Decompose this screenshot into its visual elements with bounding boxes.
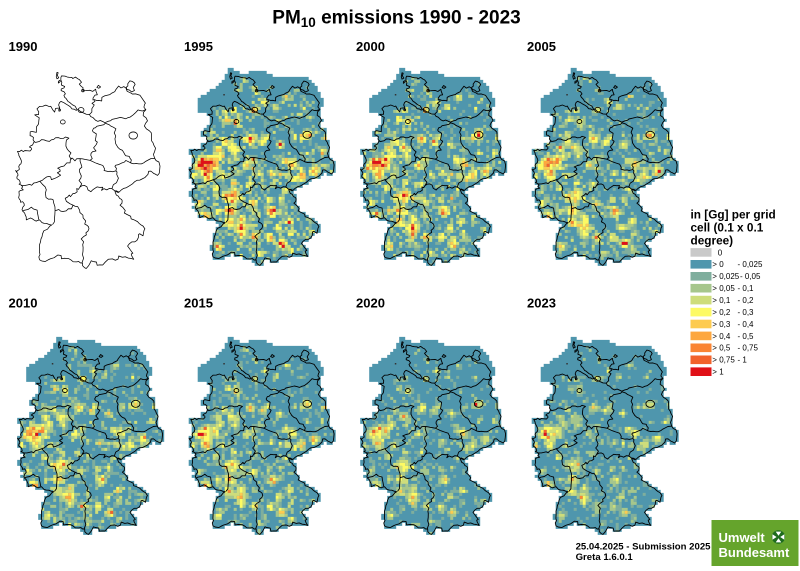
svg-text:> 0,5: > 0,5 [712, 344, 731, 353]
svg-text:- 0,3: - 0,3 [738, 308, 755, 317]
svg-text:2015: 2015 [184, 295, 213, 310]
svg-text:- 0,4: - 0,4 [738, 320, 755, 329]
svg-text:> 0,1: > 0,1 [712, 296, 731, 305]
svg-text:> 0: > 0 [712, 260, 724, 269]
svg-text:- 0,05: - 0,05 [740, 272, 761, 281]
svg-text:Greta 1.6.0.1: Greta 1.6.0.1 [576, 552, 634, 563]
svg-text:PM10 emissions 1990 - 2023: PM10 emissions 1990 - 2023 [272, 8, 520, 31]
svg-text:Umwelt: Umwelt [719, 530, 766, 545]
svg-text:25.04.2025 - Submission 2025: 25.04.2025 - Submission 2025 [576, 542, 712, 553]
svg-text:Bundesamt: Bundesamt [719, 545, 790, 560]
svg-text:2005: 2005 [527, 39, 556, 54]
svg-text:- 0,5: - 0,5 [738, 332, 755, 341]
svg-text:2010: 2010 [9, 295, 38, 310]
svg-text:> 0,025: > 0,025 [712, 272, 739, 281]
svg-text:2000: 2000 [356, 39, 385, 54]
svg-text:0: 0 [718, 248, 723, 257]
svg-text:> 0,4: > 0,4 [712, 332, 731, 341]
svg-text:cell (0.1 x 0.1: cell (0.1 x 0.1 [691, 221, 764, 235]
svg-text:> 0,3: > 0,3 [712, 320, 731, 329]
svg-text:> 0,2: > 0,2 [712, 308, 731, 317]
svg-text:- 1: - 1 [738, 356, 748, 365]
svg-text:> 0,05: > 0,05 [712, 284, 735, 293]
svg-text:in [Gg] per grid: in [Gg] per grid [691, 208, 776, 222]
svg-text:1990: 1990 [9, 39, 38, 54]
svg-text:- 0,75: - 0,75 [738, 344, 759, 353]
svg-text:- 0,2: - 0,2 [738, 296, 755, 305]
svg-text:> 1: > 1 [712, 368, 724, 377]
svg-text:2020: 2020 [356, 295, 385, 310]
svg-text:- 0,1: - 0,1 [738, 284, 755, 293]
svg-text:1995: 1995 [184, 39, 213, 54]
svg-text:- 0,025: - 0,025 [738, 260, 763, 269]
svg-text:2023: 2023 [527, 295, 556, 310]
svg-text:degree): degree) [691, 234, 734, 248]
svg-text:> 0,75: > 0,75 [712, 356, 735, 365]
